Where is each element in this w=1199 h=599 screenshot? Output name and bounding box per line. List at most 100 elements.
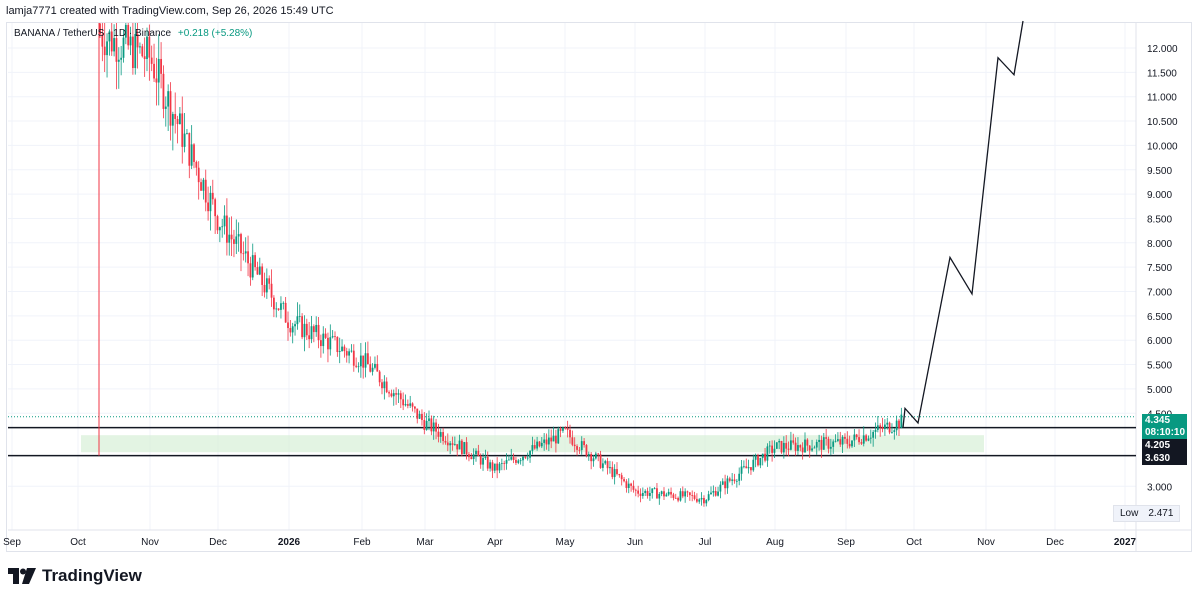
candle-body <box>538 441 541 447</box>
candle-body <box>465 442 468 455</box>
brand-logo[interactable]: TradingView <box>8 566 142 586</box>
candle-body <box>496 463 499 471</box>
candle-body <box>352 350 355 366</box>
candle-body <box>726 478 729 489</box>
candle-body <box>418 413 421 419</box>
candle-body <box>399 393 402 400</box>
candle-body <box>254 255 256 268</box>
x-tick-label: Oct <box>906 537 922 548</box>
candle-body <box>705 500 708 504</box>
candle-body <box>397 393 400 395</box>
candle-body <box>526 457 529 459</box>
y-tick-label: 8.500 <box>1147 214 1172 225</box>
candle-body <box>799 445 802 448</box>
candle-body <box>564 427 567 429</box>
candle-body <box>226 215 228 243</box>
x-tick-label: Dec <box>1046 537 1064 548</box>
y-tick-label: 11.000 <box>1147 93 1177 104</box>
candle-body <box>162 73 165 109</box>
candle-body <box>686 491 689 493</box>
y-tick-label: 5.000 <box>1147 385 1172 396</box>
low-indicator: Low 2.471 <box>1113 505 1181 522</box>
candle-body <box>472 454 475 460</box>
candle-body <box>886 422 889 425</box>
candle-body <box>559 429 562 431</box>
candle-body <box>858 437 860 443</box>
candle-body <box>409 403 412 406</box>
candle-body <box>265 278 268 293</box>
candle-body <box>790 440 792 450</box>
chart-area[interactable] <box>6 22 1192 552</box>
candle-body <box>844 436 846 439</box>
candle-body <box>543 439 546 443</box>
candle-body <box>540 442 543 447</box>
candle-body <box>594 453 597 459</box>
candle-body <box>825 437 828 439</box>
candle-body <box>500 463 503 464</box>
candle-body <box>533 445 536 449</box>
candle-body <box>728 478 731 481</box>
candle-body <box>508 459 510 461</box>
candle-body <box>367 353 369 365</box>
y-tick-label: 5.500 <box>1147 361 1172 372</box>
candle-body <box>879 425 882 428</box>
candle-body <box>136 33 139 48</box>
x-tick-label: Nov <box>141 537 159 548</box>
candle-body <box>435 422 437 432</box>
candle-body <box>860 442 863 444</box>
candle-body <box>183 133 186 147</box>
candle-body <box>303 323 306 338</box>
candle-body <box>604 461 607 464</box>
candle-body <box>305 323 308 336</box>
candle-body <box>449 443 452 446</box>
candle-body <box>649 493 651 496</box>
candle-body <box>529 450 531 458</box>
candle-body <box>611 467 614 478</box>
candle-body <box>630 483 632 486</box>
candle-body <box>310 326 313 340</box>
candle-body <box>698 499 701 502</box>
candle-body <box>625 481 628 488</box>
candle-body <box>841 436 844 445</box>
candle-body <box>458 440 461 450</box>
candle-body <box>580 441 583 451</box>
candle-body <box>298 316 301 318</box>
candle-body <box>834 440 837 442</box>
candle-body <box>218 227 221 231</box>
candle-body <box>733 479 736 482</box>
candle-body <box>273 297 275 310</box>
candle-body <box>587 453 590 456</box>
candle-body <box>717 491 719 496</box>
candle-body <box>188 132 191 166</box>
candle-body <box>475 450 477 455</box>
candle-body <box>129 36 132 46</box>
header-caption: lamja7771 created with TradingView.com, … <box>6 5 334 17</box>
candle-body <box>195 161 198 168</box>
y-tick-label: 9.000 <box>1147 190 1172 201</box>
candle-body <box>773 448 776 453</box>
candle-body <box>317 324 320 341</box>
candle-body <box>848 443 851 447</box>
candle-body <box>414 406 416 409</box>
candle-body <box>390 393 393 397</box>
candle-body <box>888 422 891 433</box>
candle-body <box>613 469 616 478</box>
candle-body <box>865 435 867 441</box>
candle-body <box>893 430 896 432</box>
candle-body <box>489 462 491 469</box>
candle-body <box>681 491 684 497</box>
candle-body <box>376 363 379 372</box>
candle-body <box>477 450 480 457</box>
candle-body <box>176 118 179 125</box>
candle-body <box>707 494 710 501</box>
candle-body <box>249 263 252 278</box>
candle-body <box>214 199 217 217</box>
candle-body <box>456 444 459 450</box>
line-price-tag-upper: 4.205 <box>1142 439 1187 452</box>
candle-body <box>498 463 501 471</box>
candle-body <box>336 336 339 353</box>
symbol-legend: BANANA / TetherUS · 1D · Binance +0.218 … <box>14 28 252 39</box>
candle-body <box>620 475 623 480</box>
candle-body <box>268 278 271 284</box>
